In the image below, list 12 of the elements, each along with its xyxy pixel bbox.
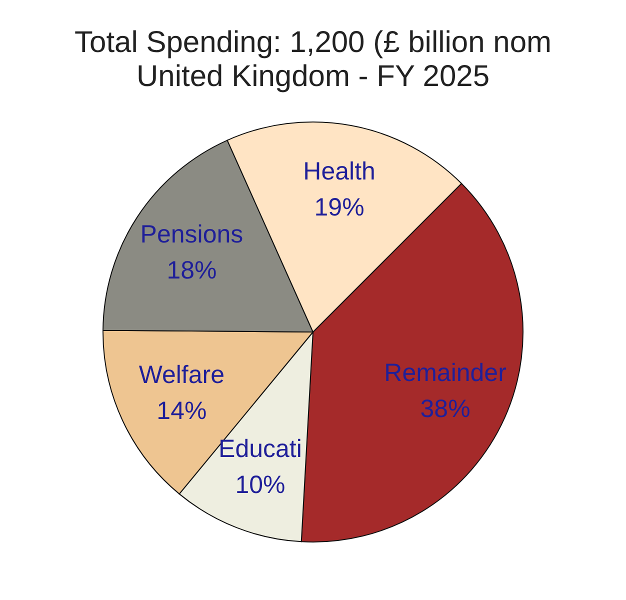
chart-title: Total Spending: 1,200 (£ billion nom <box>74 26 552 59</box>
slice-label: Health <box>303 158 376 186</box>
data-label: 19% <box>314 194 364 222</box>
data-label: 38% <box>420 395 470 424</box>
slice-label: Educati <box>218 434 302 463</box>
data-label: 10% <box>235 470 286 499</box>
slice-label: Pensions <box>140 220 244 249</box>
chart-subtitle: United Kingdom - FY 2025 <box>136 60 490 93</box>
slice-label: Remainder <box>384 359 506 388</box>
data-label: 18% <box>166 256 217 285</box>
slice-label: Welfare <box>138 361 225 390</box>
data-label: 14% <box>156 397 207 426</box>
